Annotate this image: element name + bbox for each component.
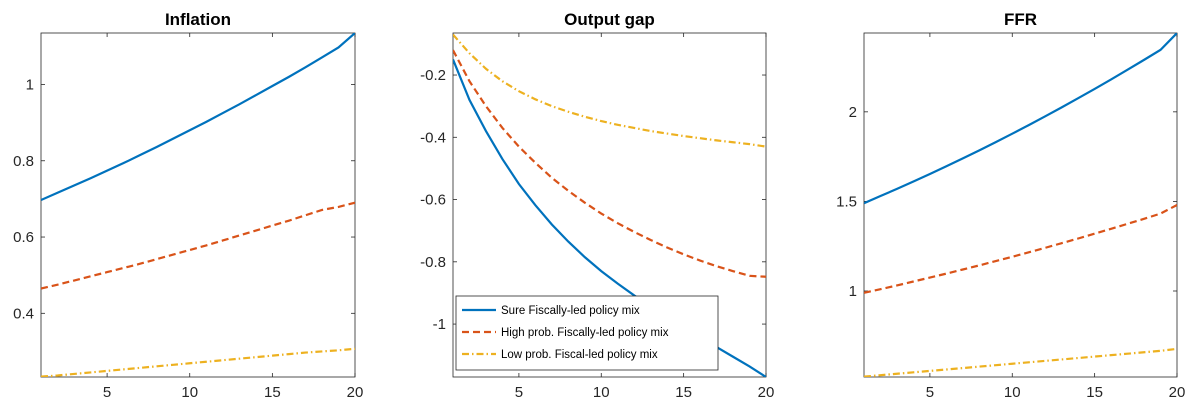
x-tick-label: 10 — [1004, 384, 1021, 401]
axes-box — [863, 32, 1178, 378]
axes-box — [452, 32, 767, 378]
chart-title: Inflation — [165, 10, 231, 29]
series-line-1 — [453, 49, 766, 278]
y-tick-label: -0.6 — [420, 192, 446, 209]
series-line-2 — [864, 347, 1177, 377]
y-tick-label: 1.5 — [836, 193, 857, 210]
series-line-2 — [41, 347, 355, 377]
series-line-1 — [41, 201, 355, 290]
y-tick-label: 0.8 — [13, 153, 34, 170]
y-tick-label: -0.8 — [420, 254, 446, 271]
subplot-0: Inflation 5 10 15 20 0.4 0.6 0.8 1 — [13, 10, 363, 401]
x-tick-label: 10 — [593, 384, 610, 401]
x-tick-label: 20 — [347, 384, 364, 401]
x-tick-label: 5 — [515, 384, 523, 401]
x-tick-label: 20 — [1169, 384, 1186, 401]
chart-title: FFR — [1004, 10, 1037, 29]
series-line-2 — [453, 33, 766, 148]
y-tick-label: -0.2 — [420, 67, 446, 84]
subplot-2: FFR 5 10 15 20 1 1.5 2 — [836, 10, 1185, 401]
y-tick-label: 1 — [849, 283, 857, 300]
x-tick-label: 15 — [675, 384, 692, 401]
y-tick-label: 0.6 — [13, 229, 34, 246]
series-line-0 — [864, 33, 1177, 205]
legend-entry: Sure Fiscally-led policy mix — [501, 305, 640, 317]
x-tick-label: 10 — [181, 384, 198, 401]
x-tick-label: 5 — [926, 384, 934, 401]
series-line-0 — [41, 33, 355, 202]
x-tick-label: 15 — [1086, 384, 1103, 401]
chart-title: Output gap — [564, 10, 655, 29]
y-tick-label: -1 — [433, 316, 446, 333]
x-tick-label: 20 — [758, 384, 775, 401]
y-tick-label: 2 — [849, 104, 857, 121]
y-tick-label: -0.4 — [420, 129, 446, 146]
legend: Sure Fiscally-led policy mix High prob. F… — [455, 295, 719, 371]
series-line-1 — [864, 204, 1177, 294]
legend-entry: Low prob. Fiscal-led policy mix — [501, 349, 658, 361]
subplot-1: Output gap 5 10 15 20 -1 -0.8 -0.6 -0.4 -0.2 Sure … — [420, 10, 774, 401]
legend-entry: High prob. Fiscally-led policy mix — [501, 327, 669, 339]
x-tick-label: 5 — [103, 384, 111, 401]
legend-box — [455, 295, 719, 371]
y-tick-label: 0.4 — [13, 305, 34, 322]
y-tick-label: 1 — [26, 76, 34, 93]
x-tick-label: 15 — [264, 384, 281, 401]
axes-box — [40, 32, 356, 378]
